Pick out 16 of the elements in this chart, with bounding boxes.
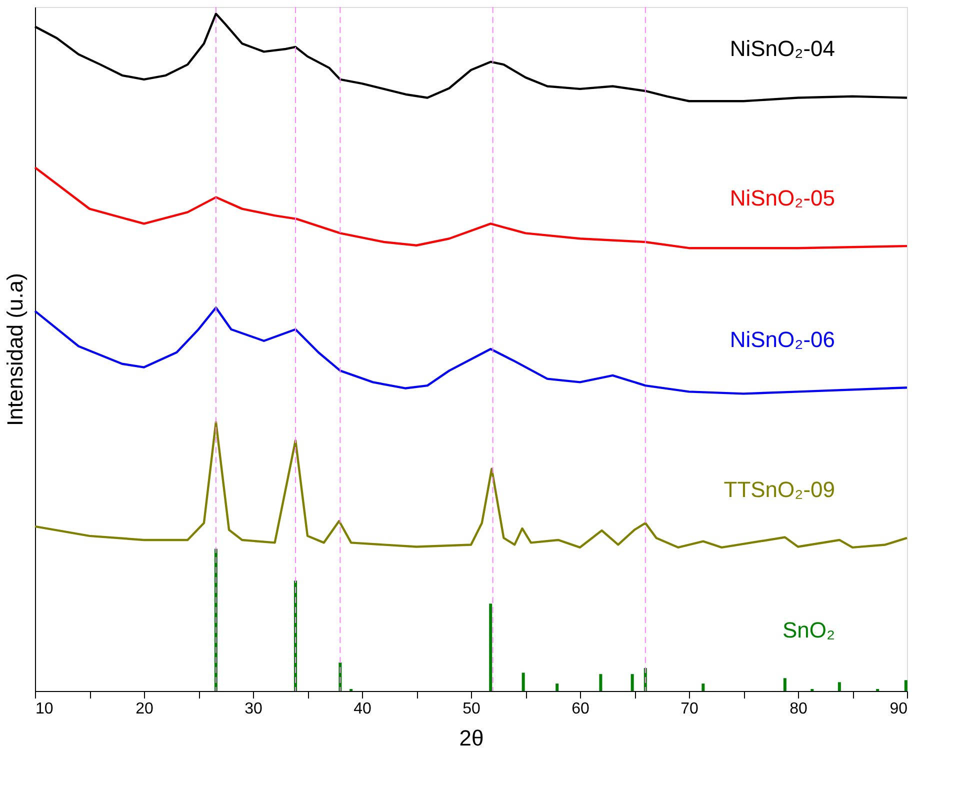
x-tick-label: 80 xyxy=(790,700,808,718)
x-tick-label: 40 xyxy=(354,700,372,718)
x-tick-label: 10 xyxy=(36,700,54,718)
x-tick-label: 60 xyxy=(572,700,590,718)
x-tick-label: 50 xyxy=(462,700,480,718)
series-label: TTSnO₂-09 xyxy=(724,476,835,502)
x-tick-label: 20 xyxy=(136,700,154,718)
x-axis-title: 2θ xyxy=(459,726,484,750)
x-tick-label: 70 xyxy=(680,700,698,718)
series-label: NiSnO₂-04 xyxy=(730,36,835,61)
series-label: NiSnO₂-06 xyxy=(730,327,835,352)
x-tick-label: 30 xyxy=(244,700,262,718)
series-label: SnO₂ xyxy=(782,618,835,643)
y-axis-title: Intensidad (u.a) xyxy=(2,273,28,426)
series-label: NiSnO₂-05 xyxy=(730,186,835,211)
x-tick-label: 90 xyxy=(890,700,908,718)
